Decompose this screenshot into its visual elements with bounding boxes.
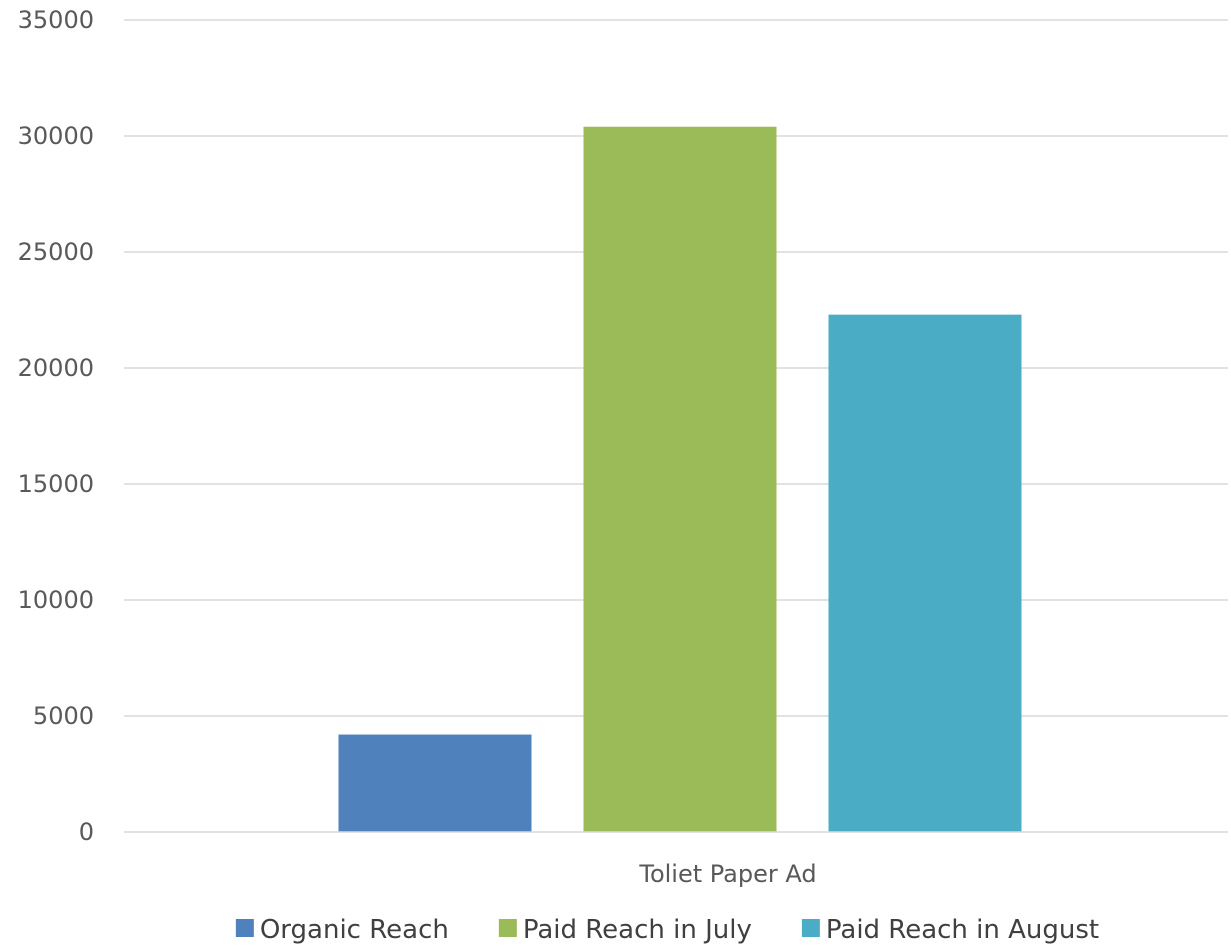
bar-organic-reach — [338, 734, 532, 832]
y-axis: 0 5000 10000 15000 20000 25000 30000 35000 — [18, 6, 94, 846]
x-category-label: Toliet Paper Ad — [638, 860, 816, 888]
bar-paid-reach-in-august — [828, 314, 1022, 832]
y-tick-label: 15000 — [18, 470, 94, 498]
legend-item-paid-reach-in-august: Paid Reach in August — [801, 915, 1099, 945]
bars — [338, 126, 1022, 833]
y-tick-label: 5000 — [33, 702, 94, 730]
legend: Organic Reach Paid Reach in July Paid Reac… — [235, 915, 1099, 945]
legend-item-paid-reach-in-july: Paid Reach in July — [498, 915, 752, 945]
bar-paid-reach-in-july — [583, 126, 777, 833]
legend-label: Paid Reach in July — [523, 915, 752, 945]
y-tick-label: 30000 — [18, 122, 94, 150]
legend-swatch — [235, 919, 254, 937]
legend-label: Paid Reach in August — [826, 915, 1099, 945]
x-axis: Toliet Paper Ad — [638, 860, 816, 888]
y-tick-label: 0 — [79, 818, 94, 846]
y-tick-label: 35000 — [18, 6, 94, 34]
legend-swatch — [801, 919, 820, 937]
legend-label: Organic Reach — [260, 915, 449, 945]
y-tick-label: 25000 — [18, 238, 94, 266]
legend-item-organic-reach: Organic Reach — [235, 915, 449, 945]
legend-swatch — [498, 919, 517, 937]
y-tick-label: 10000 — [18, 586, 94, 614]
y-tick-label: 20000 — [18, 354, 94, 382]
